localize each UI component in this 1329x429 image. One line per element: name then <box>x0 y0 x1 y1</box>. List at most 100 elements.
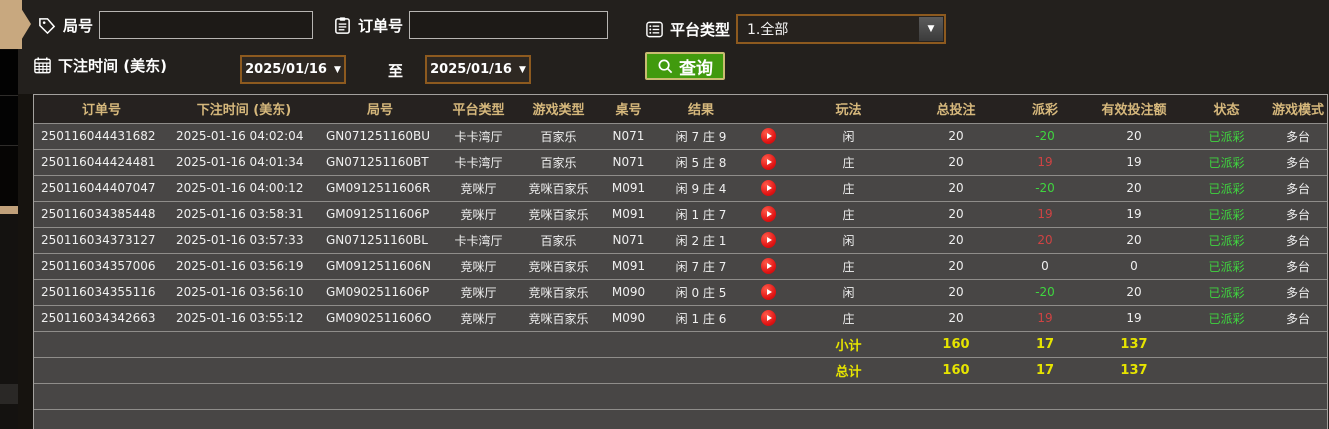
cell-order-id: 250116034373127 <box>34 227 169 254</box>
cell-replay <box>746 253 791 280</box>
cell-platform: 竞咪厅 <box>441 175 516 202</box>
date-to-select[interactable]: 2025/01/16 ▼ <box>425 55 531 84</box>
column-header: 下注时间 (美东) <box>169 95 319 124</box>
order-input[interactable] <box>409 11 609 39</box>
cell-game-type: 竞咪百家乐 <box>516 305 601 332</box>
cell-empty <box>1084 409 1184 429</box>
cell-round-id: GM0902511606P <box>319 279 441 306</box>
round-filter-group: 局号 <box>38 11 314 39</box>
cell-empty <box>34 331 169 358</box>
column-header: 游戏类型 <box>516 95 601 124</box>
cell-empty <box>516 331 601 358</box>
cell-status: 已派彩 <box>1184 253 1269 280</box>
cell-payout: -20 <box>1006 175 1084 202</box>
cell-status: 已派彩 <box>1184 227 1269 254</box>
query-button[interactable]: 查询 <box>645 52 725 80</box>
cell-result: 闲 2 庄 1 <box>656 227 746 254</box>
strip-segment <box>0 404 18 429</box>
cell-empty <box>1084 383 1184 410</box>
cell-payout: -20 <box>1006 123 1084 150</box>
cell-status: 已派彩 <box>1184 201 1269 228</box>
cell-replay <box>746 123 791 150</box>
cell-valid-bet: 19 <box>1084 149 1184 176</box>
strip-segment <box>0 384 18 404</box>
cell-result: 闲 7 庄 9 <box>656 123 746 150</box>
cell-empty <box>601 409 656 429</box>
cell-game-type: 竞咪百家乐 <box>516 175 601 202</box>
cell-empty <box>319 409 441 429</box>
cell-game-type: 竞咪百家乐 <box>516 253 601 280</box>
cell-game-mode: 多台 <box>1269 305 1327 332</box>
cell-empty <box>746 409 791 429</box>
cell-table-no: M090 <box>601 305 656 332</box>
bet-time-group: 下注时间 (美东) <box>33 55 167 76</box>
replay-video-icon[interactable] <box>761 258 776 274</box>
replay-video-icon[interactable] <box>761 180 776 196</box>
cell-play-type: 庄 <box>791 305 906 332</box>
cell-valid-bet: 20 <box>1084 279 1184 306</box>
cell-total-bet: 160 <box>906 357 1006 384</box>
cell-empty <box>441 357 516 384</box>
cell-empty <box>791 383 906 410</box>
date-from-select[interactable]: 2025/01/16 ▼ <box>240 55 346 84</box>
cell-order-id: 250116044424481 <box>34 149 169 176</box>
strip-segment <box>0 214 18 384</box>
round-input[interactable] <box>99 11 314 39</box>
calendar-icon <box>33 56 52 75</box>
date-from-value: 2025/01/16 <box>245 62 327 77</box>
cell-platform: 竞咪厅 <box>441 279 516 306</box>
cell-empty <box>746 331 791 358</box>
replay-video-icon[interactable] <box>761 154 776 170</box>
chevron-down-icon[interactable]: ▼ <box>919 17 944 41</box>
left-gap <box>18 94 33 429</box>
cell-bet-time: 2025-01-16 03:57:33 <box>169 227 319 254</box>
cell-game-type: 百家乐 <box>516 227 601 254</box>
cell-empty <box>1184 357 1269 384</box>
cell-game-type: 百家乐 <box>516 123 601 150</box>
replay-video-icon[interactable] <box>761 128 776 144</box>
cell-empty <box>601 331 656 358</box>
cell-bet-time: 2025-01-16 04:01:34 <box>169 149 319 176</box>
cell-game-type: 竞咪百家乐 <box>516 279 601 306</box>
replay-video-icon[interactable] <box>761 284 776 300</box>
cell-play-type: 庄 <box>791 175 906 202</box>
cell-game-mode: 多台 <box>1269 149 1327 176</box>
cell-payout: 17 <box>1006 357 1084 384</box>
tag-icon <box>38 16 57 35</box>
collapse-panel-tab[interactable] <box>0 0 31 49</box>
replay-video-icon[interactable] <box>761 206 776 222</box>
table-row: 250116034385448 2025-01-16 03:58:31 GM0912… <box>34 201 1327 228</box>
cell-result: 闲 5 庄 8 <box>656 149 746 176</box>
cell-total-bet: 20 <box>906 279 1006 306</box>
cell-game-type: 竞咪百家乐 <box>516 201 601 228</box>
cell-status: 已派彩 <box>1184 175 1269 202</box>
column-header: 订单号 <box>34 95 169 124</box>
cell-valid-bet: 137 <box>1084 331 1184 358</box>
platform-select[interactable]: 1.全部 ▼ <box>736 14 947 44</box>
cell-replay <box>746 175 791 202</box>
cell-empty <box>169 331 319 358</box>
column-header: 派彩 <box>1006 95 1084 124</box>
cell-empty <box>1269 331 1327 358</box>
cell-empty <box>656 357 746 384</box>
column-header: 状态 <box>1184 95 1269 124</box>
cell-game-type: 百家乐 <box>516 149 601 176</box>
query-button-label: 查询 <box>679 58 713 78</box>
column-header: 结果 <box>656 95 746 124</box>
subtotal-row: 小计 160 17 137 <box>34 331 1327 358</box>
cell-play-type: 庄 <box>791 149 906 176</box>
cell-replay <box>746 279 791 306</box>
cell-valid-bet: 20 <box>1084 175 1184 202</box>
cell-total-label: 总计 <box>791 357 906 384</box>
list-icon <box>645 20 664 39</box>
cell-total-bet: 20 <box>906 149 1006 176</box>
cell-empty <box>1006 383 1084 410</box>
cell-order-id: 250116044407047 <box>34 175 169 202</box>
strip-segment <box>0 146 18 206</box>
strip-segment <box>0 50 18 96</box>
replay-video-icon[interactable] <box>761 310 776 326</box>
replay-video-icon[interactable] <box>761 232 776 248</box>
cell-empty <box>791 409 906 429</box>
cell-total-bet: 20 <box>906 305 1006 332</box>
table-row: 250116034342663 2025-01-16 03:55:12 GM0902… <box>34 305 1327 332</box>
